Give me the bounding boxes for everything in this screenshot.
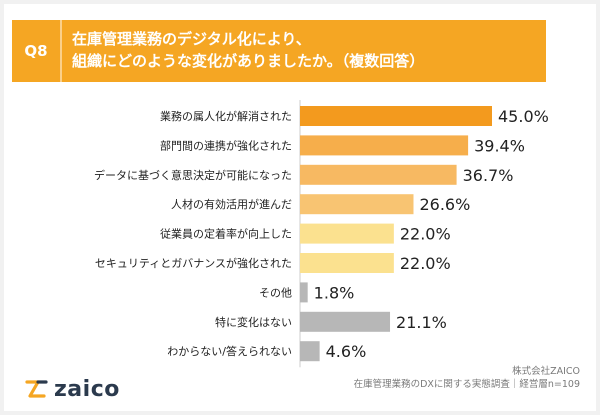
value-label: 4.6% [326,342,367,361]
bar [300,135,469,156]
credits: 株式会社ZAICO 在庫管理業務のDXに関する実態調査｜経営層n=109 [354,365,580,391]
value-label: 22.0% [400,254,451,273]
bar [300,253,394,273]
bar [300,311,391,332]
bar [300,282,308,303]
question-line-2: 組織にどのような変化がありましたか。（複数回答） [72,52,425,70]
question-header: Q8 在庫管理業務のデジタル化により、 組織にどのような変化がありましたか。（複… [12,20,546,82]
category-label: 従業員の定着率が向上した [160,227,292,241]
category-label: 業務の属人化が解消された [160,109,292,123]
question-text: 在庫管理業務のデジタル化により、 組織にどのような変化がありましたか。（複数回答… [72,28,542,72]
bar [300,164,457,185]
value-label: 22.0% [400,225,451,244]
question-line-1: 在庫管理業務のデジタル化により、 [72,30,311,48]
category-label: わからない/答えられない [167,344,292,358]
category-label: 特に変化はない [215,315,292,329]
bar [300,106,492,126]
category-label: セキュリティとガバナンスが強化された [95,256,292,270]
logo-wordmark: zaico [54,376,120,402]
bar [300,194,414,215]
bar [300,341,320,362]
brand-logo: zaico [24,376,120,402]
zaico-logo-icon [25,380,48,398]
category-label: その他 [259,286,292,299]
category-label: 人材の有効活用が進んだ [171,197,292,211]
value-label: 45.0% [498,107,549,126]
value-label: 26.6% [419,195,470,214]
category-label: 部門間の連携が強化された [160,138,292,152]
value-label: 21.1% [396,313,447,332]
category-label: データに基づく意思決定が可能になった [94,168,292,182]
value-label: 36.7% [463,166,514,185]
value-label: 39.4% [474,136,525,155]
company-name: 株式会社ZAICO [512,366,580,377]
bar [300,223,394,244]
value-label: 1.8% [314,283,355,302]
question-number-badge: Q8 [12,20,62,82]
survey-info: 在庫管理業務のDXに関する実態調査｜経営層n=109 [353,379,580,390]
